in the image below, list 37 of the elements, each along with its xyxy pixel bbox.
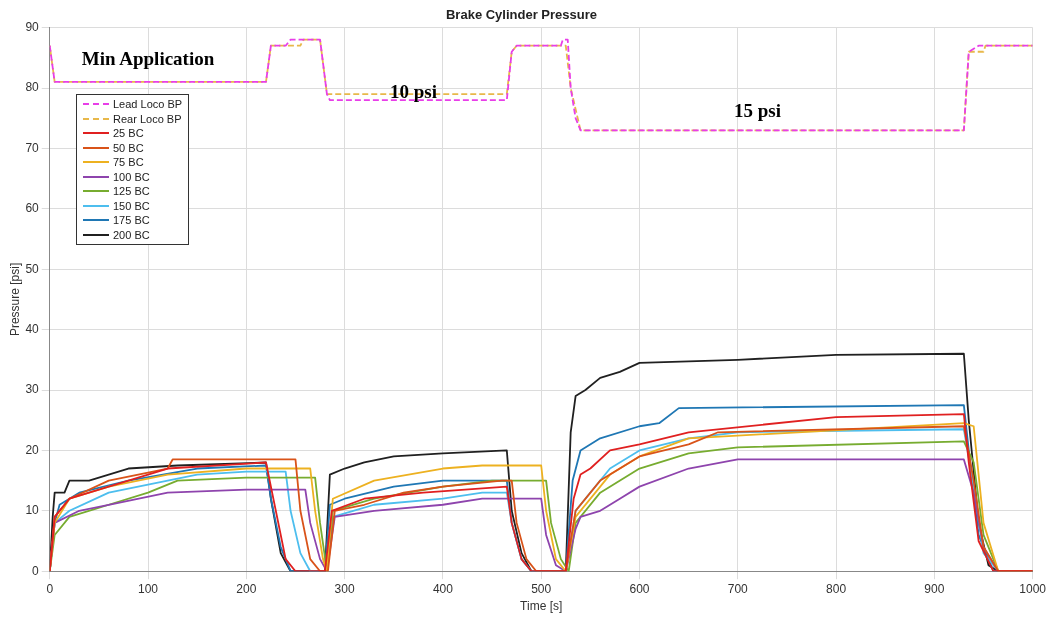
y-tick-label: 80: [25, 80, 40, 95]
legend-label: 200 BC: [113, 227, 150, 242]
y-tick-label: 40: [25, 321, 40, 336]
x-tick-label: 400: [432, 581, 454, 596]
annotation: 15 psi: [733, 99, 781, 121]
y-tick-label: 50: [25, 261, 40, 276]
x-tick-label: 600: [629, 581, 650, 596]
y-tick-label: 20: [25, 442, 40, 457]
legend-label: Lead Loco BP: [113, 97, 183, 112]
y-tick-label: 30: [25, 382, 40, 397]
x-tick-label: 1000: [1019, 581, 1047, 596]
legend-label: 150 BC: [113, 198, 150, 213]
x-tick-label: 200: [236, 581, 257, 596]
legend-label: 175 BC: [113, 213, 150, 228]
legend-label: 100 BC: [113, 169, 150, 184]
x-tick-label: 500: [531, 581, 552, 596]
x-axis-title: Time [s]: [520, 599, 563, 614]
y-tick-label: 70: [25, 140, 40, 155]
y-tick-label: 10: [25, 503, 40, 518]
y-tick-label: 60: [25, 201, 40, 216]
x-tick-label: 300: [334, 581, 355, 596]
legend-label: Rear Loco BP: [113, 111, 182, 126]
y-tick-label: 0: [32, 563, 40, 578]
annotation: 10 psi: [389, 80, 437, 102]
legend-label: 25 BC: [113, 126, 144, 141]
x-tick-label: 800: [826, 581, 847, 596]
annotation: Min Application: [81, 48, 215, 70]
legend-label: 125 BC: [113, 184, 150, 199]
legend-label: 75 BC: [113, 155, 144, 170]
x-tick-label: 100: [138, 581, 159, 596]
legend-label: 50 BC: [113, 140, 144, 155]
chart-title: Brake Cylinder Pressure: [445, 7, 598, 23]
x-tick-label: 700: [727, 581, 749, 596]
y-axis-title: Pressure [psi]: [7, 262, 22, 337]
x-tick-label: 0: [46, 581, 54, 596]
y-tick-label: 90: [25, 19, 40, 34]
x-tick-label: 900: [924, 581, 945, 596]
